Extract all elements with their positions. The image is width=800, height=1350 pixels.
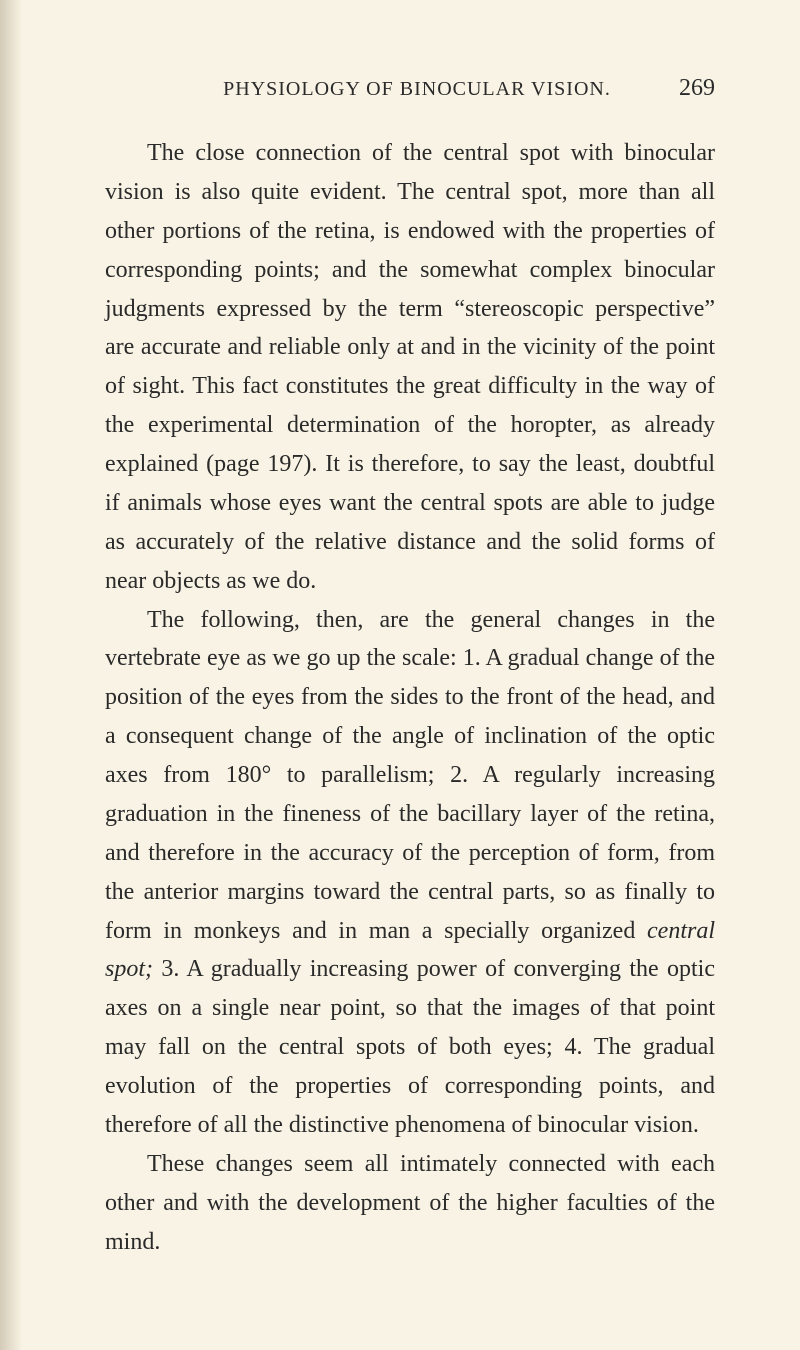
paragraph-2-a: The following, then, are the general cha…	[105, 607, 715, 944]
paragraph-2: The following, then, are the general cha…	[105, 601, 715, 1145]
paragraph-3: These changes seem all intimately connec…	[105, 1145, 715, 1262]
page-binding-shadow	[0, 0, 22, 1350]
book-page: PHYSIOLOGY OF BINOCULAR VISION. 269 The …	[0, 0, 800, 1350]
paragraph-2-b: 3. A gradually increasing power of con­v…	[105, 956, 715, 1138]
paragraph-1: The close connection of the central spot…	[105, 134, 715, 601]
body-text: The close connection of the central spot…	[105, 134, 715, 1261]
header-line: PHYSIOLOGY OF BINOCULAR VISION. 269	[105, 75, 715, 102]
page-number: 269	[679, 75, 715, 102]
running-header: PHYSIOLOGY OF BINOCULAR VISION.	[155, 78, 679, 101]
